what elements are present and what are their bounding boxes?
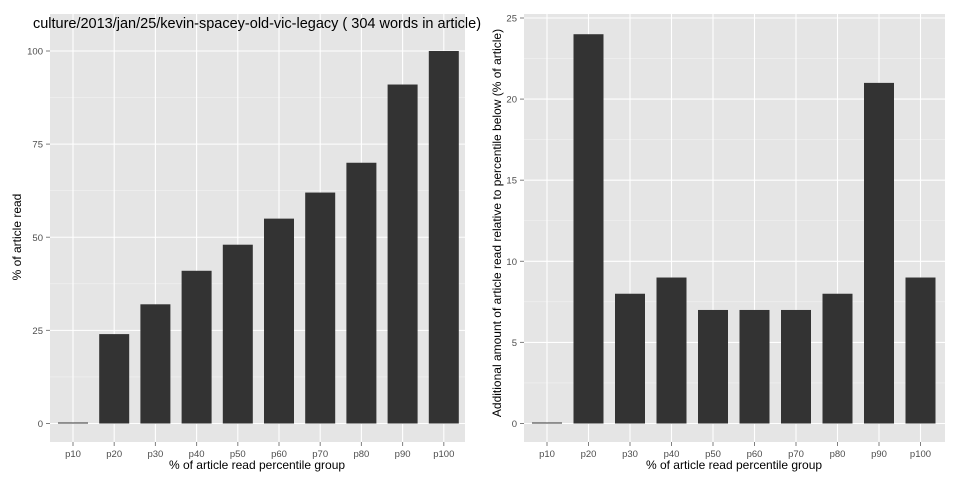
bar-p30 (140, 304, 171, 424)
x-tick-label: p80 (830, 449, 846, 460)
x-tick-label: p30 (147, 449, 163, 460)
bar-p60 (264, 218, 294, 424)
x-tick-label: p90 (871, 449, 887, 460)
right-bars (532, 34, 936, 424)
x-tick-label: p20 (106, 449, 122, 460)
x-tick-label: p10 (65, 449, 81, 460)
y-tick-label: 0 (512, 419, 517, 430)
right-x-axis-title: % of article read percentile group (646, 458, 822, 472)
y-tick-label: 25 (506, 14, 517, 25)
x-tick-label: p100 (433, 449, 454, 460)
left-y-tick-labels: 0 25 50 75 100 (27, 47, 50, 430)
bar-p100 (428, 51, 459, 424)
y-tick-label: 15 (506, 176, 517, 187)
y-tick-label: 10 (506, 257, 517, 268)
bar-p10 (58, 422, 88, 424)
x-tick-label: p50 (230, 449, 246, 460)
x-tick-label: p70 (788, 449, 804, 460)
bar-p90 (387, 84, 418, 424)
x-tick-label: p100 (910, 449, 931, 460)
bar-p70 (305, 192, 336, 424)
y-tick-label: 100 (27, 47, 43, 58)
left-bars (58, 51, 459, 424)
bar-p20 (573, 34, 604, 424)
x-tick-label: p60 (271, 449, 287, 460)
y-tick-label: 0 (38, 419, 43, 430)
right-x-tick-labels: p10 p20 p30 p40 p50 p60 p70 p80 p90 p100 (539, 442, 931, 460)
right-y-axis-title: Additional amount of article read relati… (490, 29, 504, 417)
y-tick-label: 50 (32, 233, 43, 244)
bar-p50 (222, 244, 253, 424)
bar-p40 (181, 270, 212, 424)
bar-p50 (698, 309, 728, 424)
bar-p80 (346, 162, 377, 424)
y-tick-label: 5 (512, 338, 517, 349)
left-y-axis-title: % of article read (10, 194, 24, 281)
x-tick-label: p20 (581, 449, 597, 460)
left-x-tick-labels: p10 p20 p30 p40 p50 p60 p70 p80 p90 p100 (65, 442, 454, 460)
bar-p30 (615, 293, 645, 424)
bar-p10 (532, 422, 562, 424)
x-tick-label: p50 (705, 449, 721, 460)
x-tick-label: p40 (664, 449, 680, 460)
x-tick-label: p70 (312, 449, 328, 460)
y-tick-label: 25 (32, 326, 43, 337)
bar-p70 (781, 309, 811, 424)
x-tick-label: p30 (622, 449, 638, 460)
left-chart-title: culture/2013/jan/25/kevin-spacey-old-vic… (33, 16, 481, 32)
bar-p60 (739, 309, 770, 424)
y-tick-label: 20 (506, 95, 517, 106)
bar-p80 (822, 293, 853, 424)
x-tick-label: p40 (189, 449, 205, 460)
x-tick-label: p10 (539, 449, 555, 460)
left-x-axis-title: % of article read percentile group (169, 458, 345, 472)
bar-p20 (99, 334, 130, 424)
bar-p40 (656, 277, 687, 424)
bar-p90 (864, 82, 894, 424)
x-tick-label: p80 (353, 449, 369, 460)
x-tick-label: p60 (747, 449, 763, 460)
right-y-tick-labels: 0 5 10 15 20 25 (506, 14, 524, 430)
y-tick-label: 75 (32, 140, 43, 151)
x-tick-label: p90 (395, 449, 411, 460)
bar-p100 (905, 277, 936, 424)
